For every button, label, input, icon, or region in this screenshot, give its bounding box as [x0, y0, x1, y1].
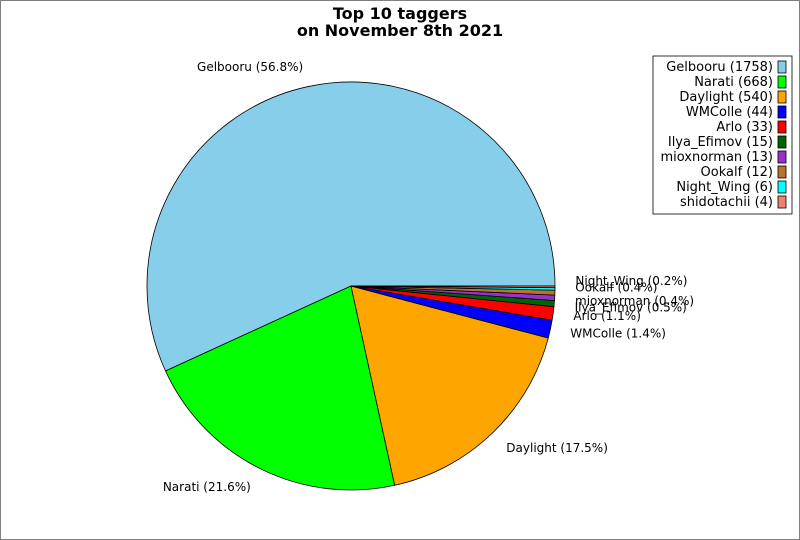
legend: Gelbooru (1758)Narati (668)Daylight (540… — [652, 55, 793, 215]
legend-swatch-shidotachii — [777, 195, 787, 209]
legend-swatch-daylight — [777, 90, 787, 104]
legend-label-wmcolle: WMColle (44) — [686, 105, 773, 120]
chart-title-line-2: on November 8th 2021 — [297, 21, 503, 40]
pie-slice-narati — [165, 285, 396, 491]
legend-swatch-arlo — [777, 120, 787, 134]
legend-label-mioxnorman: mioxnorman (13) — [660, 150, 773, 165]
pie-slices — [146, 81, 556, 491]
legend-box — [652, 55, 793, 215]
legend-swatch-night-wing — [777, 180, 787, 194]
legend-label-ookalf: Ookalf (12) — [701, 165, 773, 180]
legend-swatch-gelbooru — [777, 60, 787, 74]
legend-label-arlo: Arlo (33) — [716, 120, 773, 135]
legend-label-narati: Narati (668) — [694, 75, 773, 90]
slice-label-arlo: Arlo (1.1%) — [573, 309, 640, 323]
slice-label-narati: Narati (21.6%) — [163, 480, 251, 494]
slice-label-night-wing: Night_Wing (0.2%) — [575, 274, 687, 288]
slice-label-ookalf: Ookalf (0.4%) — [575, 280, 657, 294]
legend-swatch-narati — [777, 75, 787, 89]
legend-label-daylight: Daylight (540) — [679, 90, 773, 105]
legend-label-gelbooru: Gelbooru (1758) — [666, 60, 773, 75]
pie-slice-gelbooru — [146, 81, 556, 372]
pie-slice-daylight — [350, 285, 549, 486]
legend-label-night-wing: Night_Wing (6) — [676, 180, 773, 195]
legend-swatch-ilya-efimov — [777, 135, 787, 149]
legend-label-ilya-efimov: Ilya_Efimov (15) — [668, 135, 773, 150]
chart-title-line-1: Top 10 taggers — [333, 4, 467, 23]
legend-swatch-ookalf — [777, 165, 787, 179]
slice-label-ilya-efimov: Ilya_Efimov (0.5%) — [575, 300, 687, 314]
slice-label-daylight: Daylight (17.5%) — [506, 441, 608, 455]
legend-swatch-mioxnorman — [777, 150, 787, 164]
slice-label-mioxnorman: mioxnorman (0.4%) — [575, 294, 694, 308]
slice-labels: Gelbooru (56.8%) Narati (21.6%) Daylight (… — [163, 60, 694, 494]
legend-label-shidotachii: shidotachii (4) — [680, 195, 773, 210]
slice-label-gelbooru: Gelbooru (56.8%) — [197, 60, 303, 74]
slice-label-wmcolle: WMColle (1.4%) — [570, 327, 666, 341]
pie-slice-shidotachii — [350, 285, 556, 289]
legend-swatch-wmcolle — [777, 105, 787, 119]
